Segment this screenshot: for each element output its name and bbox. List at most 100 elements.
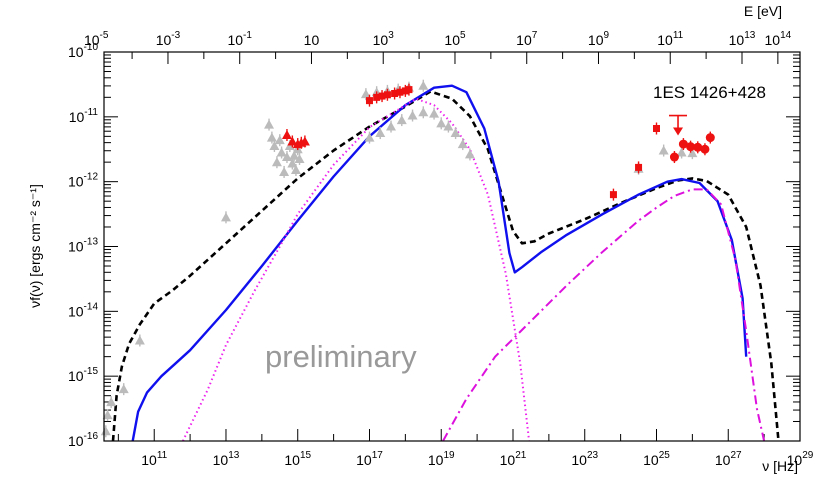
model-curves [111, 84, 780, 442]
model-curve-dashed [111, 90, 780, 442]
y-tick-label: 10-13 [68, 237, 98, 255]
bottom-tick-label-exponent: 21 [515, 450, 527, 461]
top-tick-label-base: 10 [729, 32, 745, 48]
top-tick-label-exponent: 7 [532, 30, 538, 41]
bottom-tick-label-exponent: 11 [157, 450, 168, 461]
data-point-square [396, 88, 404, 96]
bottom-tick-label-exponent: 13 [228, 450, 240, 461]
y-tick-label-exponent: -10 [84, 42, 99, 53]
data-point-circle [686, 142, 696, 152]
top-tick-label: 1013 [729, 30, 756, 48]
data-point-triangle [266, 132, 277, 142]
data-point-triangle [676, 147, 687, 157]
data-point-triangle [299, 136, 310, 146]
data-point-square [383, 91, 391, 99]
y-tick-label: 10-14 [68, 301, 98, 319]
bottom-tick-label: 1017 [356, 450, 383, 468]
top-tick-label: 10-1 [227, 30, 252, 48]
y-tick-label-exponent: -15 [84, 366, 99, 377]
top-tick-label-exponent: 14 [780, 30, 792, 41]
bottom-tick-label-base: 10 [428, 452, 444, 468]
top-tick-label: 1014 [765, 30, 792, 48]
y-tick-label-base: 10 [68, 44, 84, 60]
data-point-triangle [271, 157, 282, 167]
bottom-tick-label-exponent: 27 [730, 450, 742, 461]
y-tick-label-exponent: -13 [84, 237, 99, 248]
data-point-triangle [118, 384, 129, 394]
data-point-square [373, 93, 381, 101]
top-tick-label-exponent: -3 [171, 30, 180, 41]
data-point-square [391, 89, 399, 97]
y-tick-label-exponent: -14 [84, 301, 99, 312]
data-point-triangle [220, 212, 231, 222]
data-point-triangle [443, 121, 454, 131]
data-point-triangle [450, 128, 461, 138]
data-point-triangle [396, 115, 407, 125]
bottom-tick-label-exponent: 19 [443, 450, 455, 461]
top-tick-label: 10-5 [84, 30, 109, 48]
bottom-tick-label: 1029 [787, 450, 814, 468]
top-tick-label-base: 10 [588, 32, 604, 48]
data-point-triangle [102, 410, 113, 420]
top-tick-label: 105 [444, 30, 466, 48]
data-point-triangle [687, 148, 698, 158]
bottom-tick-label-base: 10 [643, 452, 659, 468]
y-tick-label: 10-12 [68, 172, 98, 190]
y-tick-label-base: 10 [68, 433, 84, 449]
data-point-circle [669, 152, 679, 162]
bottom-tick-label-base: 10 [715, 452, 731, 468]
y-tick-label-exponent: -16 [84, 431, 99, 442]
bottom-tick-label: 1027 [715, 450, 742, 468]
data-point-triangle [276, 147, 287, 157]
data-point-triangle [457, 139, 468, 149]
bottom-tick-label-base: 10 [356, 452, 372, 468]
data-point-triangle [290, 164, 301, 174]
bottom-tick-label: 1025 [643, 450, 670, 468]
y-tick-label-exponent: -12 [84, 172, 99, 183]
top-tick-label: 103 [373, 30, 395, 48]
bottom-axis-title: ν [Hz] [762, 458, 798, 474]
top-tick-label-exponent: -1 [243, 30, 252, 41]
y-tick-label: 10-10 [68, 42, 98, 60]
data-point-triangle [386, 121, 397, 131]
data-point-triangle [106, 397, 117, 407]
y-tick-label-exponent: -11 [84, 107, 98, 118]
top-tick-label-exponent: 5 [460, 30, 466, 41]
top-tick-label: 10 [304, 32, 320, 48]
bottom-tick-label-base: 10 [213, 452, 229, 468]
data-point-square [635, 163, 643, 171]
bottom-tick-label-base: 10 [571, 452, 587, 468]
top-tick-label: 1011 [657, 30, 683, 48]
data-point-triangle [418, 80, 429, 90]
bottom-tick-label-base: 10 [284, 452, 300, 468]
data-point-square [365, 97, 373, 105]
upper-limit-arrow-icon [673, 127, 684, 136]
bottom-tick-label-base: 10 [500, 452, 516, 468]
data-point-circle [678, 139, 688, 149]
bottom-tick-label-base: 10 [787, 452, 803, 468]
y-tick-label-base: 10 [68, 239, 84, 255]
data-point-circle [693, 142, 703, 152]
top-tick-label-base: 10 [765, 32, 781, 48]
watermark: preliminary [265, 339, 417, 374]
data-point-triangle [289, 150, 300, 160]
top-tick-label-exponent: 3 [388, 30, 394, 41]
data-point-triangle [360, 89, 371, 99]
data-point-square [609, 191, 617, 199]
y-tick-label-base: 10 [68, 303, 84, 319]
y-axis-title: νf(ν) [ergs cm⁻² s⁻¹] [27, 184, 43, 308]
bottom-tick-label: 1023 [571, 450, 598, 468]
top-tick-label-exponent: 13 [744, 30, 756, 41]
top-tick-label-base: 10 [84, 32, 100, 48]
top-tick-label-exponent: 9 [603, 30, 609, 41]
y-tick-label: 10-15 [68, 366, 98, 384]
data-point-triangle [100, 426, 111, 436]
data-point-triangle [364, 132, 375, 142]
top-axis-title: E [eV] [744, 3, 782, 19]
bottom-tick-label-exponent: 15 [300, 450, 312, 461]
data-point-square [378, 92, 386, 100]
data-point-triangle [407, 110, 418, 120]
bottom-tick-label-exponent: 23 [587, 450, 599, 461]
